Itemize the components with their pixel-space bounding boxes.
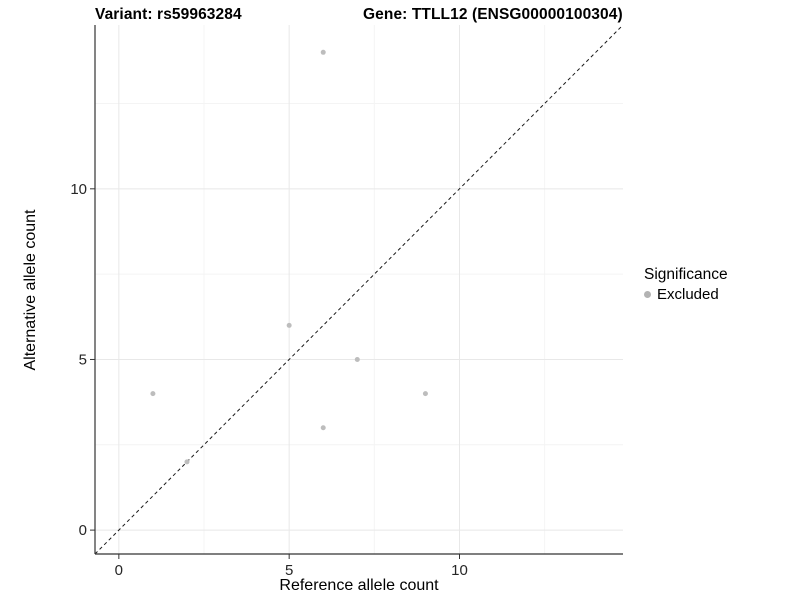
variant-title: Variant: rs59963284 — [95, 6, 242, 23]
x-tick-label: 10 — [451, 562, 468, 579]
data-point — [320, 49, 326, 55]
gene-title: Gene: TTLL12 (ENSG00000100304) — [363, 6, 623, 23]
y-tick-label: 0 — [79, 522, 87, 539]
y-axis-title: Alternative allele count — [22, 209, 39, 371]
data-point — [422, 391, 428, 397]
identity-reference-line — [94, 24, 624, 555]
data-point — [286, 322, 292, 328]
excluded-point-icon — [644, 291, 651, 298]
data-point — [150, 391, 156, 397]
legend: Significance Excluded — [644, 265, 728, 304]
legend-item-label: Excluded — [657, 286, 719, 303]
x-tick-label: 5 — [285, 562, 293, 579]
data-point — [320, 425, 326, 431]
y-tick-label: 10 — [70, 181, 87, 198]
legend-title: Significance — [644, 266, 728, 283]
data-point — [184, 459, 190, 465]
x-tick-label: 0 — [115, 562, 123, 579]
legend-item-excluded: Excluded — [644, 285, 728, 304]
data-point — [354, 356, 360, 362]
x-axis-title: Reference allele count — [279, 577, 439, 594]
y-tick-label: 5 — [79, 351, 87, 368]
